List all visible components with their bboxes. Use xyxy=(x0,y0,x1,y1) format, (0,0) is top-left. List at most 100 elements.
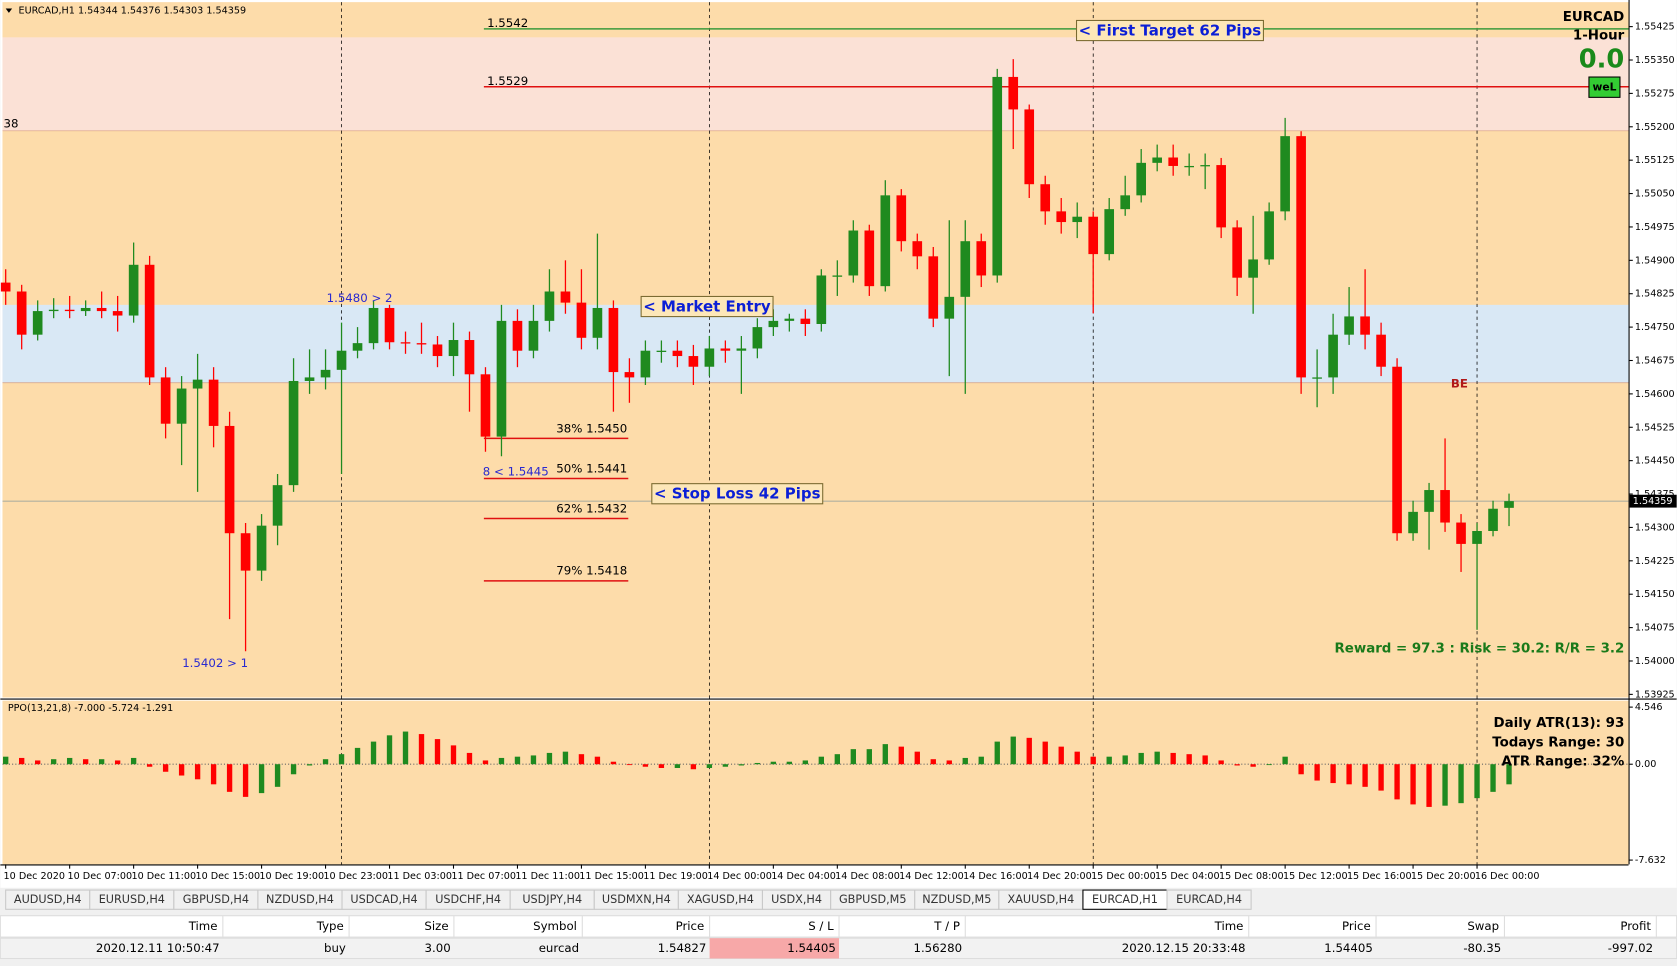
tab-label[interactable]: XAGUSD,H4 xyxy=(687,893,754,906)
column-header: Size xyxy=(424,919,448,933)
candle-body xyxy=(512,320,523,351)
candle-body xyxy=(1200,165,1210,167)
atr-info: ATR Range: 32% xyxy=(1501,755,1624,770)
candle-body xyxy=(976,241,987,276)
ppo-bar xyxy=(338,754,345,765)
x-tick-label: 10 Dec 15:00 xyxy=(195,871,260,882)
current-price-box xyxy=(1629,494,1677,508)
table-cell: 3.00 xyxy=(425,941,451,955)
candle-body xyxy=(480,374,491,437)
x-tick-label: 15 Dec 00:00 xyxy=(1091,871,1156,882)
tab-label[interactable]: NZDUSD,M5 xyxy=(922,893,991,906)
candle-body xyxy=(1392,366,1402,534)
ppo-bar xyxy=(1250,764,1256,767)
tab-label[interactable]: EURCAD,H4 xyxy=(1176,893,1242,906)
candle-body xyxy=(1424,490,1434,512)
tab-label[interactable]: XAUUSD,H4 xyxy=(1008,893,1075,906)
tab-label[interactable]: USDMXN,H4 xyxy=(602,893,671,906)
ppo-bar xyxy=(50,759,57,765)
tab-label[interactable]: USDCAD,H4 xyxy=(350,893,417,906)
candle-body xyxy=(208,379,219,426)
current-price-label: 1.54359 xyxy=(1633,496,1673,507)
candle-body xyxy=(880,195,891,287)
candle-body xyxy=(352,343,363,351)
tab-label[interactable]: EURUSD,H4 xyxy=(99,893,165,906)
chart-header: EURCAD,H1 1.54344 1.54376 1.54303 1.5435… xyxy=(19,6,247,17)
fib-label: 79% 1.5418 xyxy=(556,564,627,578)
column-header: T / P xyxy=(933,919,960,933)
candle-body xyxy=(1024,109,1035,185)
candle-body xyxy=(688,356,699,367)
candle-body xyxy=(1472,530,1482,544)
candle-body xyxy=(320,369,331,378)
ppo-bar xyxy=(738,764,745,766)
ppo-bar xyxy=(962,757,968,765)
candle-body xyxy=(1296,136,1306,378)
ppo-bar xyxy=(514,756,521,765)
x-tick-label: 15 Dec 08:00 xyxy=(1219,871,1284,882)
x-tick-label: 11 Dec 11:00 xyxy=(515,871,580,882)
ppo-bar xyxy=(546,752,553,765)
ppo-bar xyxy=(658,764,665,768)
candle-body xyxy=(1072,216,1083,223)
column-header: Time xyxy=(1214,919,1244,933)
tab-label[interactable]: AUDUSD,H4 xyxy=(14,893,82,906)
y-tick-label: 1.54375 xyxy=(1635,489,1675,500)
first-target: < First Target 62 Pips xyxy=(1079,22,1262,40)
candle-body xyxy=(80,307,91,312)
ppo-bar xyxy=(354,747,361,765)
ppo-bar xyxy=(210,764,217,785)
ppo-bar xyxy=(914,751,920,765)
y-tick-label: 1.54600 xyxy=(1635,389,1675,400)
ppo-bar xyxy=(258,764,265,794)
y-tick-label: -7.632 xyxy=(1635,855,1666,866)
ppo-pane xyxy=(2,700,1629,865)
fractal-label: 8 < 1.5445 xyxy=(483,464,549,478)
candle-body xyxy=(1488,508,1498,531)
tab-label[interactable]: GBPUSD,H4 xyxy=(183,893,249,906)
ppo-bar xyxy=(1346,764,1352,785)
ppo-bar xyxy=(482,760,489,765)
fib-label: 62% 1.5432 xyxy=(556,501,627,515)
button-label[interactable]: weL xyxy=(1592,81,1616,94)
ppo-bar xyxy=(19,757,25,765)
x-tick-label: 10 Dec 23:00 xyxy=(323,871,388,882)
button[interactable] xyxy=(1588,76,1621,98)
tab-label[interactable]: USDJPY,H4 xyxy=(522,893,582,906)
tab-label[interactable]: EURCAD,H1 xyxy=(1092,893,1158,906)
table-cell: -997.02 xyxy=(1608,941,1653,955)
y-tick-label: 1.54000 xyxy=(1635,656,1675,667)
menu-icon xyxy=(5,8,13,13)
ppo-bar xyxy=(1122,755,1128,765)
tab-label[interactable]: NZDUSD,H4 xyxy=(266,893,334,906)
ppo-bar xyxy=(978,756,984,765)
ppo-bar xyxy=(642,764,649,767)
ppo-bar xyxy=(1362,764,1368,787)
candle-body xyxy=(816,275,827,324)
table-cell: 1.54405 xyxy=(787,941,836,955)
tab-label[interactable]: USDCHF,H4 xyxy=(435,893,501,906)
candle-body xyxy=(1104,209,1115,255)
tab[interactable] xyxy=(1166,889,1252,910)
zone xyxy=(2,37,1629,131)
x-tick-label: 10 Dec 11:00 xyxy=(131,871,196,882)
candle-body xyxy=(1216,165,1226,228)
tab-label[interactable]: USDX,H4 xyxy=(771,893,822,906)
candle-body xyxy=(464,340,475,375)
ppo-bar xyxy=(610,761,617,765)
ppo-bar xyxy=(1330,764,1336,784)
ppo-bar xyxy=(1490,764,1496,792)
ppo-bar xyxy=(290,764,297,775)
ppo-bar xyxy=(994,741,1000,765)
candle-body xyxy=(1280,136,1290,212)
candle-body xyxy=(656,350,667,352)
x-tick-label: 14 Dec 12:00 xyxy=(899,871,964,882)
ppo-bar xyxy=(1042,741,1048,765)
ppo-bar xyxy=(802,760,809,765)
ppo-bar xyxy=(594,756,601,765)
tab-label[interactable]: GBPUSD,M5 xyxy=(839,893,907,906)
candle-body xyxy=(272,485,283,526)
ppo-bar xyxy=(1138,752,1144,765)
y-tick-label: 1.54450 xyxy=(1635,456,1675,467)
candle-body xyxy=(1120,195,1131,210)
